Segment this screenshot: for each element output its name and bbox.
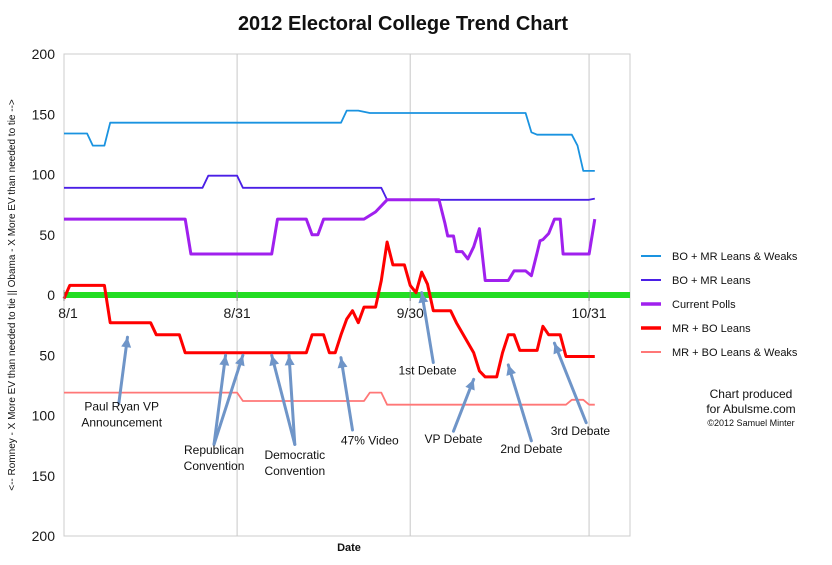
annotation-label: 2nd Debate: [500, 442, 562, 456]
annotation-arrow-head: [553, 343, 563, 355]
event-annotations: Paul Ryan VP Announcement Republican Conven…: [81, 291, 611, 478]
legend-label: BO + MR Leans: [672, 275, 751, 287]
y-tick-label-6: 100: [32, 408, 56, 424]
annotation-label: Convention: [264, 464, 325, 478]
annotation-label: 47% Video: [341, 433, 399, 447]
credit-line-1: Chart produced: [710, 387, 793, 401]
series-line-0: [64, 109, 595, 172]
legend-item-3: MR + BO Leans: [641, 323, 751, 335]
y-tick-label-0: 200: [32, 46, 56, 62]
annotation-arrow-shaft: [552, 341, 588, 425]
annotation-arrow-shaft: [287, 353, 297, 446]
annotation-arrow-shaft: [117, 335, 129, 405]
plot-area: 200 150 100 50 0 50 100 150 200 8/1 8/31 9/30 10/31…: [32, 46, 631, 544]
legend-label: MR + BO Leans: [672, 323, 751, 335]
annotation-label: Republican: [184, 443, 244, 457]
y-tick-label-8: 200: [32, 528, 56, 544]
y-tick-label-1: 150: [32, 106, 56, 122]
y-tick-labels: 200 150 100 50 0 50 100 150 200: [32, 46, 56, 544]
credit-block: Chart produced for Abulsme.com ©2012 Sam…: [706, 387, 795, 428]
legend-item-4: MR + BO Leans & Weaks: [641, 347, 798, 359]
legend-item-0: BO + MR Leans & Weaks: [641, 251, 798, 263]
annotation-4: 1st Debate: [398, 291, 457, 378]
y-tick-label-3: 50: [39, 227, 55, 243]
annotation-label: Convention: [184, 459, 245, 473]
series-line-2: [64, 198, 597, 282]
credit-line-2: for Abulsme.com: [706, 402, 795, 416]
annotation-arrow-shaft: [420, 291, 435, 364]
x-tick-label-0: 8/1: [58, 305, 78, 321]
annotation-7: 3rd Debate: [551, 341, 611, 438]
legend: BO + MR Leans & Weaks BO + MR Leans Curren…: [641, 251, 798, 359]
annotation-arrow-head: [284, 355, 295, 366]
annotation-label: 3rd Debate: [551, 424, 611, 438]
x-tick-labels: 8/1 8/31 9/30 10/31: [58, 290, 607, 321]
series-line-4: [64, 391, 595, 406]
annotation-2: Democratic Convention: [264, 353, 325, 478]
annotation-1: Republican Convention: [184, 353, 245, 473]
annotation-label: 1st Debate: [398, 364, 456, 378]
annotation-arrow-head: [235, 355, 245, 367]
x-axis-label: Date: [337, 542, 361, 554]
x-tick-label-3: 10/31: [572, 305, 607, 321]
annotation-label: Announcement: [81, 416, 162, 430]
annotation-label: VP Debate: [425, 432, 483, 446]
annotation-arrow-head: [269, 355, 280, 367]
series-line-1: [64, 174, 595, 201]
annotation-arrow-shaft: [506, 363, 533, 443]
y-tick-label-5: 50: [39, 347, 55, 363]
annotation-arrow-head: [121, 337, 132, 348]
legend-label: BO + MR Leans & Weaks: [672, 251, 798, 263]
annotation-6: 2nd Debate: [500, 363, 563, 456]
annotation-arrow-head: [418, 292, 429, 304]
y-tick-label-2: 100: [32, 167, 56, 183]
annotation-arrow-shaft: [339, 356, 354, 432]
chart-title: 2012 Electoral College Trend Chart: [238, 13, 568, 35]
legend-label: MR + BO Leans & Weaks: [672, 347, 798, 359]
legend-item-2: Current Polls: [641, 299, 736, 311]
annotation-arrow-head: [465, 379, 475, 391]
annotation-arrow-head: [337, 357, 348, 369]
annotation-arrow-shaft: [270, 353, 297, 446]
y-tick-label-7: 150: [32, 468, 56, 484]
series-layer: [62, 109, 597, 406]
annotation-0: Paul Ryan VP Announcement: [81, 335, 163, 430]
annotation-5: VP Debate: [425, 377, 483, 446]
annotation-arrow-shaft: [212, 353, 228, 446]
x-tick-label-2: 9/30: [397, 305, 424, 321]
annotation-label: Paul Ryan VP: [84, 400, 159, 414]
series-line-3: [62, 240, 595, 379]
legend-item-1: BO + MR Leans: [641, 275, 751, 287]
annotation-label: Democratic: [264, 448, 325, 462]
credit-line-3: ©2012 Samuel Minter: [707, 418, 794, 428]
y-axis-label: <-- Romney - X More EV than needed to ti…: [7, 99, 18, 491]
legend-label: Current Polls: [672, 299, 736, 311]
annotation-arrow-shaft: [212, 353, 245, 446]
annotation-arrow-head: [219, 355, 230, 366]
annotation-arrow-head: [506, 364, 516, 376]
y-tick-label-4: 0: [47, 287, 55, 303]
annotation-3: 47% Video: [337, 356, 399, 447]
x-tick-label-1: 8/31: [223, 305, 250, 321]
